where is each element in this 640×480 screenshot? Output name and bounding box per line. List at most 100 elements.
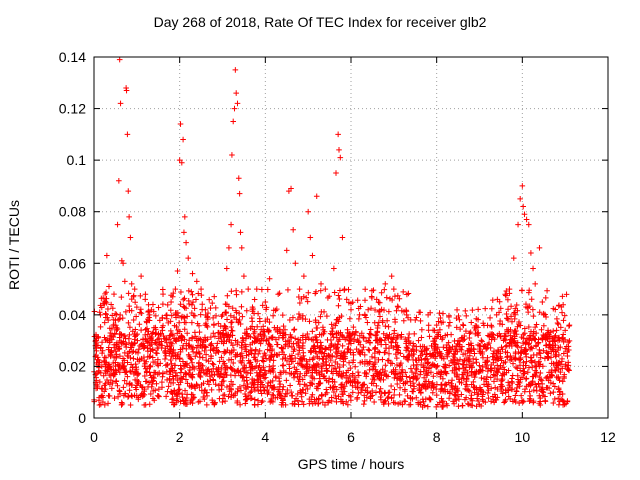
data-point <box>355 369 361 375</box>
data-point <box>362 312 368 319</box>
data-point <box>132 361 139 367</box>
data-point <box>404 345 411 352</box>
data-point <box>526 335 532 342</box>
data-point <box>228 324 235 330</box>
data-point <box>134 304 140 310</box>
data-point <box>452 348 459 355</box>
data-point <box>305 208 311 215</box>
data-point <box>142 296 149 303</box>
data-point <box>149 330 156 337</box>
data-point <box>236 190 243 197</box>
data-point <box>189 310 195 316</box>
data-point <box>163 352 169 359</box>
data-point <box>400 289 407 295</box>
data-points <box>91 56 573 410</box>
data-point <box>433 363 439 370</box>
data-point <box>540 332 546 338</box>
x-tick-label: 0 <box>90 429 98 445</box>
data-point <box>442 361 449 368</box>
data-point <box>361 401 367 407</box>
data-point <box>508 356 515 363</box>
data-point <box>343 369 350 376</box>
data-point <box>299 398 305 405</box>
data-point <box>387 360 394 366</box>
data-point <box>125 350 131 356</box>
data-point <box>466 346 472 352</box>
data-point <box>152 359 158 365</box>
data-point <box>183 239 189 246</box>
data-point <box>188 343 194 350</box>
data-point <box>339 374 345 380</box>
data-point <box>449 377 455 383</box>
data-point <box>293 366 300 373</box>
data-point <box>101 354 108 361</box>
data-point <box>187 367 193 373</box>
data-point <box>460 321 466 328</box>
data-point <box>249 318 256 325</box>
data-point <box>372 337 379 344</box>
data-point <box>237 352 244 358</box>
data-point <box>372 332 379 339</box>
data-point <box>310 355 317 361</box>
data-point <box>246 360 253 367</box>
data-point <box>309 367 316 373</box>
data-point <box>105 400 111 407</box>
data-point <box>490 331 497 338</box>
data-point <box>282 393 288 400</box>
data-point <box>320 399 326 406</box>
data-point <box>373 389 379 396</box>
data-point <box>251 310 257 317</box>
data-point <box>395 347 401 354</box>
data-point <box>310 344 317 351</box>
data-point <box>341 383 348 389</box>
data-point <box>415 355 422 361</box>
data-point <box>473 356 479 363</box>
data-point <box>533 321 540 328</box>
data-point <box>520 398 527 405</box>
data-point <box>168 360 175 367</box>
data-point <box>515 221 521 228</box>
data-point <box>517 355 524 361</box>
data-point <box>276 383 283 390</box>
data-point <box>511 335 518 342</box>
data-point <box>343 379 350 386</box>
data-point <box>198 292 205 298</box>
data-point <box>133 332 139 338</box>
data-point <box>258 399 265 406</box>
data-point <box>101 319 108 326</box>
data-point <box>338 313 345 319</box>
data-point <box>371 377 378 383</box>
data-point <box>144 325 150 332</box>
data-point <box>301 273 307 279</box>
data-point <box>243 386 249 392</box>
data-point <box>294 340 300 347</box>
data-point <box>313 385 320 392</box>
data-point <box>484 345 491 351</box>
data-point <box>291 326 298 333</box>
data-point <box>251 401 258 408</box>
data-point <box>106 393 113 399</box>
data-point <box>212 305 219 311</box>
data-point <box>264 286 271 293</box>
data-point <box>159 384 165 391</box>
data-point <box>405 314 411 321</box>
data-point <box>291 398 298 405</box>
data-point <box>117 353 123 359</box>
data-point <box>364 389 371 396</box>
data-point <box>406 331 412 337</box>
data-point <box>516 400 522 406</box>
data-point <box>425 403 431 410</box>
data-point <box>566 347 572 353</box>
data-point <box>350 349 356 356</box>
data-point <box>243 374 250 381</box>
data-point <box>483 378 489 385</box>
data-point <box>326 353 333 359</box>
data-point <box>442 332 449 339</box>
data-point <box>180 136 186 143</box>
data-point <box>204 378 211 385</box>
data-point <box>240 337 247 344</box>
data-point <box>151 369 157 376</box>
data-point <box>465 387 472 394</box>
data-point <box>224 293 231 299</box>
data-point <box>128 307 135 314</box>
